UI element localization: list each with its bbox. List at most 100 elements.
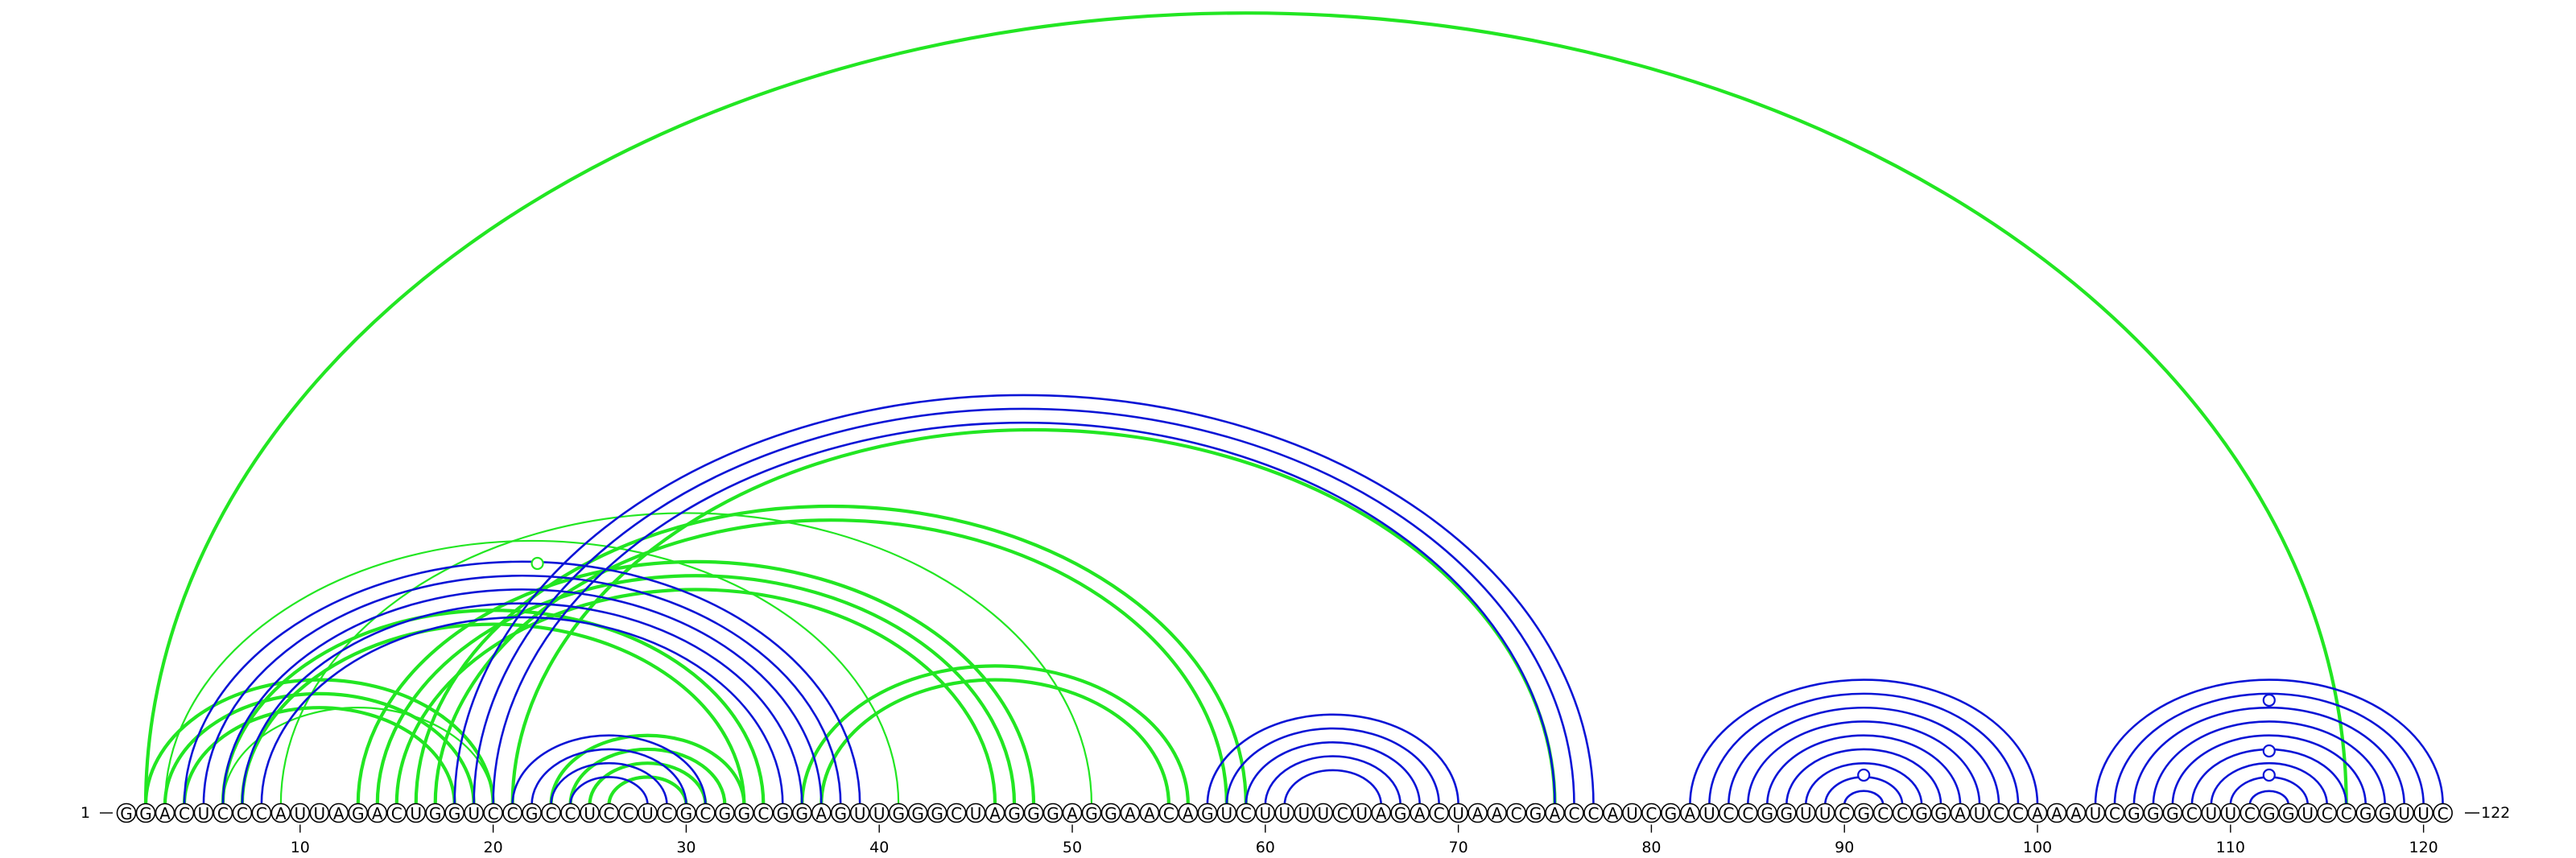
nucleotide: C: [213, 802, 233, 823]
blue-arc: [2171, 734, 2367, 806]
blue-arc: [550, 761, 668, 806]
nucleotide: G: [2143, 802, 2164, 823]
nucleotide: A: [1139, 802, 1160, 823]
nucleotide-letter: C: [2244, 804, 2256, 823]
nucleotide: A: [1487, 802, 1507, 823]
nucleotide: G: [444, 802, 464, 823]
nucleotide: U: [1699, 802, 1719, 823]
nucleotide-letter: G: [1104, 804, 1117, 823]
nucleotide-letter: C: [1241, 804, 1252, 823]
axis-tick: 110: [2216, 824, 2245, 856]
axis-tick-label: 80: [1641, 839, 1661, 856]
nucleotide: A: [1178, 802, 1199, 823]
green-arc: [549, 733, 746, 807]
nucleotide: G: [425, 802, 445, 823]
sequence-start-label: 1: [80, 804, 90, 822]
blue-arc: [1689, 679, 2039, 806]
blue-arc: [1728, 706, 2000, 806]
axis-tick: 50: [1063, 824, 1082, 856]
nucleotide-letter: C: [2322, 804, 2333, 823]
nucleotide-letter: C: [507, 804, 518, 823]
nucleotide: U: [2085, 802, 2106, 823]
nucleotide: C: [232, 802, 253, 823]
blue-arc: [453, 394, 1595, 806]
nucleotide: G: [2375, 802, 2395, 823]
nucleotide-letter: U: [1626, 804, 1638, 823]
nucleotide: U: [2220, 802, 2241, 823]
nucleotide: G: [135, 802, 156, 823]
nucleotide-letter: G: [120, 804, 133, 823]
nucleotide: U: [580, 802, 600, 823]
green-arc: [568, 747, 727, 807]
nucleotide: U: [1448, 802, 1468, 823]
nucleotide-letter: G: [2282, 804, 2295, 823]
nucleotide-letter: U: [1317, 804, 1329, 823]
nucleotide-letter: A: [1414, 804, 1426, 823]
blue-arc: [241, 602, 803, 806]
nucleotide-letter: A: [1376, 804, 1387, 823]
nucleotide-letter: C: [2438, 804, 2449, 823]
axis-tick: 20: [484, 824, 503, 856]
blue-arc: [2248, 790, 2290, 806]
nucleotide: C: [2182, 802, 2202, 823]
nucleotide-letter: G: [2263, 804, 2276, 823]
nucleotide: G: [1853, 802, 1874, 823]
nucleotide-letter: A: [1472, 804, 1484, 823]
nucleotide-letter: C: [1993, 804, 2004, 823]
nucleotide-letter: C: [951, 804, 962, 823]
nucleotide: G: [1042, 802, 1063, 823]
axis-tick: 30: [676, 824, 696, 856]
nucleotide: C: [1892, 802, 1913, 823]
nucleotide: A: [811, 802, 832, 823]
nucleotide: C: [753, 802, 774, 823]
blue-arc: [221, 588, 823, 806]
axis-tick: 60: [1256, 824, 1275, 856]
nucleotide-letter: A: [989, 804, 1001, 823]
nucleotide-letter: G: [738, 804, 751, 823]
nucleotide: U: [2413, 802, 2434, 823]
nucleotide-letter: G: [1046, 804, 1059, 823]
nucleotide: U: [193, 802, 214, 823]
nucleotide: U: [965, 802, 986, 823]
nucleotide: U: [1216, 802, 1237, 823]
nucleotide: G: [830, 802, 851, 823]
green-arc: [375, 574, 1017, 807]
blue-arc: [2132, 706, 2405, 806]
nucleotide: C: [2317, 802, 2338, 823]
blue-arc: [202, 574, 842, 806]
sequence-baseline: 1 122: [80, 804, 2510, 822]
nucleotide: G: [734, 802, 754, 823]
nucleotide: A: [1680, 802, 1700, 823]
nucleotide-letter: C: [565, 804, 576, 823]
nucleotide: U: [1795, 802, 1816, 823]
nucleotide-letter: C: [622, 804, 634, 823]
nucleotide: C: [1641, 802, 1662, 823]
nucleotide-letter: G: [1665, 804, 1678, 823]
blue-arc: [1747, 720, 1981, 806]
nucleotide: C: [483, 802, 503, 823]
nucleotide-letter: A: [1144, 804, 1155, 823]
nucleotide-letter: C: [2109, 804, 2120, 823]
nucleotide-letter: U: [294, 804, 306, 823]
axis-tick-label: 120: [2409, 839, 2438, 856]
nucleotide-letter: G: [835, 804, 848, 823]
nucleotide: C: [1719, 802, 1739, 823]
nucleotide-letter: U: [584, 804, 596, 823]
nucleotide-letter: G: [1781, 804, 1794, 823]
nucleotide-letter: C: [1337, 804, 1348, 823]
nucleotide: G: [522, 802, 542, 823]
nucleotide-letter: U: [642, 804, 654, 823]
green-arc: [356, 559, 1036, 807]
nucleotide: G: [1004, 802, 1025, 823]
nucleotide-letter: C: [2013, 804, 2024, 823]
green-arc: [394, 588, 997, 807]
nucleotide-letter: U: [198, 804, 210, 823]
nucleotide-letter: U: [2090, 804, 2102, 823]
nucleotide: G: [1661, 802, 1681, 823]
nucleotide: A: [2046, 802, 2067, 823]
blue-arc: [569, 776, 649, 806]
nucleotide-letter: U: [1819, 804, 1831, 823]
nucleotide: G: [1081, 802, 1102, 823]
nucleotide: G: [1776, 802, 1797, 823]
